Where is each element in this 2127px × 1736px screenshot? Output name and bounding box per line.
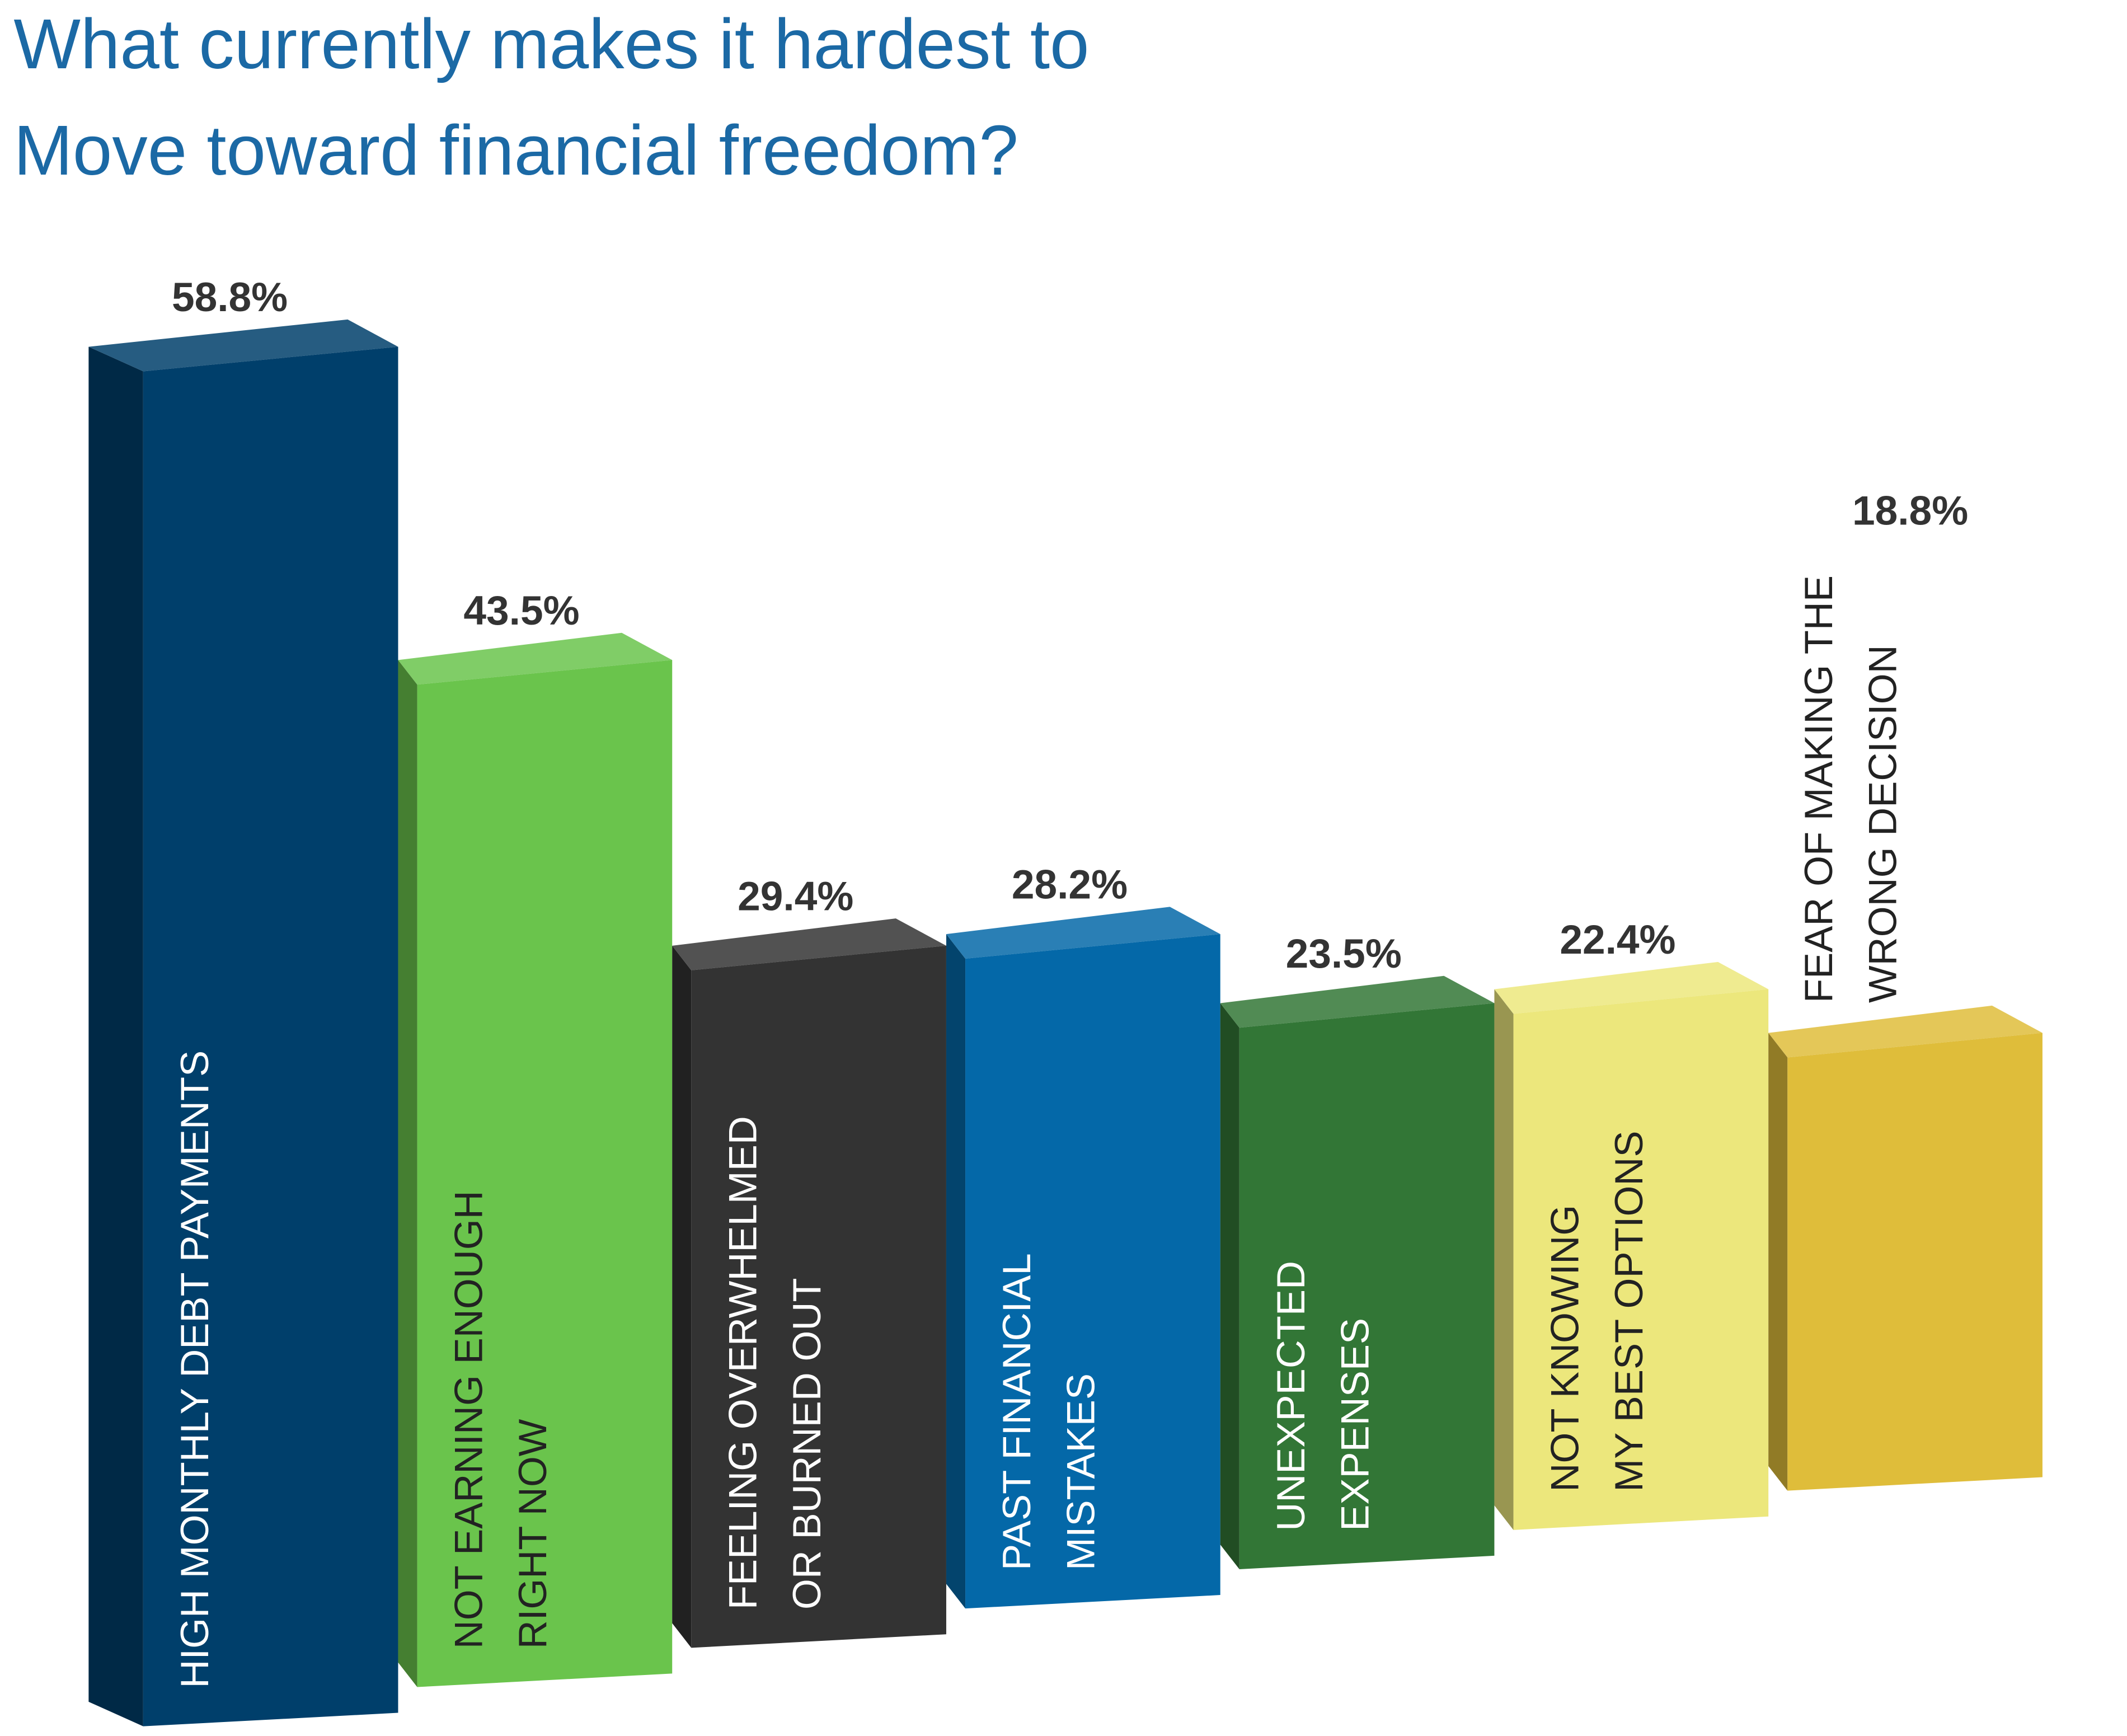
bar-side — [398, 660, 417, 1687]
category-label: RIGHT NOW — [510, 1419, 555, 1649]
category-label: MY BEST OPTIONS — [1607, 1131, 1651, 1492]
bar-side — [672, 945, 692, 1648]
bar-top — [398, 632, 673, 685]
category-label: NOT EARNING ENOUGH — [447, 1190, 491, 1649]
value-label: 43.5% — [463, 588, 579, 634]
category-label: HIGH MONTHLY DEBT PAYMENTS — [172, 1050, 217, 1688]
bar — [143, 346, 398, 1726]
bar — [691, 945, 946, 1648]
bar — [1239, 1003, 1495, 1569]
chart-title: What currently makes it hardest to — [13, 4, 1089, 83]
bar-side — [1220, 1003, 1239, 1569]
category-label: NOT KNOWING — [1543, 1205, 1587, 1492]
bar-side — [1494, 989, 1514, 1530]
category-label: EXPENSES — [1332, 1318, 1377, 1531]
bar-top — [672, 918, 946, 970]
bar-top — [1220, 975, 1495, 1028]
bar-side — [88, 346, 143, 1726]
category-label: FEELING OVERWHELMED — [720, 1116, 764, 1610]
category-label: OR BURNED OUT — [785, 1278, 829, 1610]
value-label: 18.8% — [1852, 489, 1968, 534]
bar — [1787, 1033, 2043, 1491]
category-label: UNEXPECTED — [1269, 1261, 1313, 1531]
bar-top — [1768, 1005, 2043, 1058]
category-label: WRONG DECISION — [1860, 645, 1904, 1003]
bar — [1513, 989, 1769, 1530]
bar — [965, 934, 1220, 1609]
value-label: 23.5% — [1286, 931, 1402, 977]
value-label: 22.4% — [1560, 917, 1675, 963]
bar-side — [946, 934, 966, 1609]
bar-side — [1768, 1033, 1788, 1491]
category-label: PAST FINANCIAL — [994, 1253, 1039, 1570]
bar-top — [1494, 961, 1769, 1014]
bar-top — [946, 907, 1220, 959]
value-label: 29.4% — [738, 874, 853, 919]
category-label: MISTAKES — [1059, 1373, 1103, 1570]
value-label: 58.8% — [172, 275, 288, 320]
category-label: FEAR OF MAKING THE — [1796, 575, 1840, 1003]
value-label: 28.2% — [1012, 862, 1128, 908]
bar-top — [88, 319, 398, 372]
chart-title: Move toward financial freedom? — [13, 110, 1018, 190]
bar — [417, 660, 673, 1687]
